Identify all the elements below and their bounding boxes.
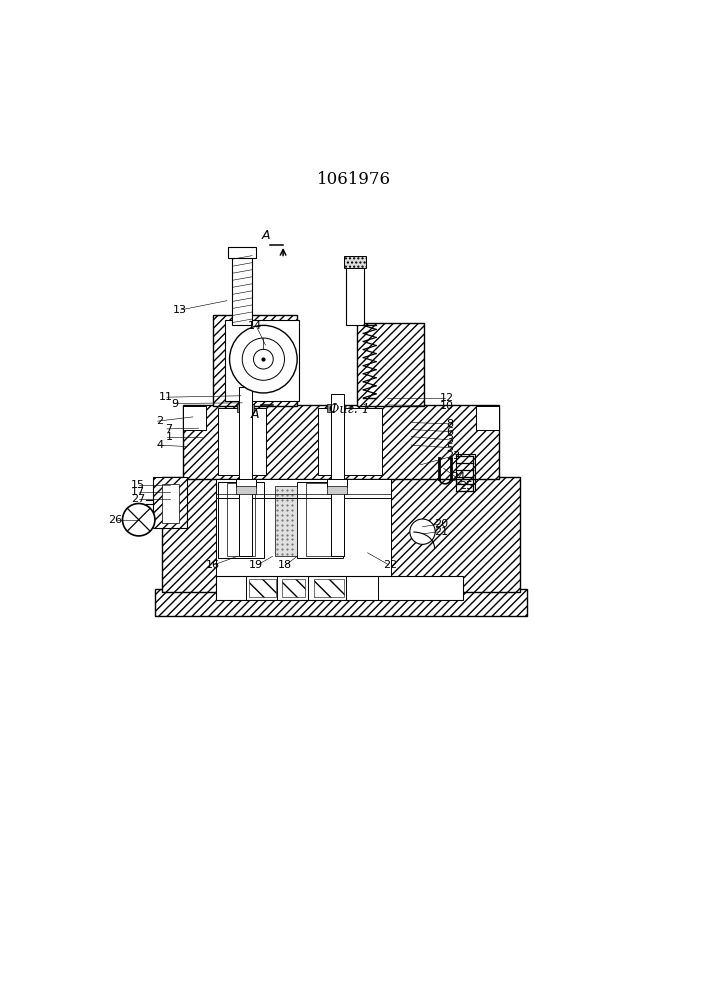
Circle shape	[230, 325, 297, 393]
Bar	[153, 477, 187, 528]
Text: 12: 12	[440, 393, 453, 403]
Text: 24: 24	[450, 472, 465, 482]
Text: 10: 10	[440, 401, 453, 411]
Bar	[297, 482, 343, 558]
Text: 3: 3	[446, 435, 453, 445]
Bar	[318, 408, 382, 475]
Bar	[327, 479, 347, 487]
Bar	[238, 404, 255, 412]
Text: 7: 7	[165, 424, 173, 434]
Text: 8: 8	[446, 419, 454, 429]
Bar	[455, 454, 474, 491]
Bar	[216, 576, 462, 600]
Circle shape	[243, 338, 284, 380]
Bar	[476, 406, 498, 430]
Bar	[240, 387, 252, 556]
Bar	[281, 579, 305, 597]
Text: 14: 14	[248, 321, 262, 331]
Text: 9: 9	[172, 399, 179, 409]
Bar	[227, 483, 255, 556]
Text: 1061976: 1061976	[317, 171, 390, 188]
Bar	[327, 486, 347, 494]
Text: 6: 6	[446, 427, 453, 437]
Bar	[346, 265, 364, 325]
Circle shape	[254, 349, 273, 369]
Bar	[218, 482, 264, 558]
Bar	[162, 477, 520, 592]
Text: A: A	[251, 408, 259, 421]
Bar	[162, 484, 179, 523]
Text: 23: 23	[446, 451, 460, 461]
Bar	[274, 486, 297, 556]
Bar	[236, 479, 256, 487]
Text: 25: 25	[459, 481, 473, 491]
Bar	[357, 323, 424, 406]
Text: 4: 4	[156, 440, 163, 450]
Text: 16: 16	[206, 560, 220, 570]
Text: 27: 27	[131, 494, 145, 504]
Text: 20: 20	[435, 519, 449, 529]
Text: 1: 1	[165, 432, 173, 442]
Circle shape	[410, 519, 436, 544]
Text: 5: 5	[446, 443, 453, 453]
Bar	[226, 320, 299, 401]
Bar	[216, 479, 391, 577]
Bar	[327, 404, 344, 412]
Text: 26: 26	[108, 515, 122, 525]
Text: 17: 17	[131, 487, 145, 497]
Text: 19: 19	[250, 560, 264, 570]
Text: 2: 2	[156, 416, 163, 426]
Bar	[344, 256, 366, 268]
Bar	[218, 408, 266, 475]
Bar	[155, 589, 527, 616]
Text: Фиг. 1: Фиг. 1	[329, 403, 370, 416]
Bar	[331, 394, 344, 556]
Text: 21: 21	[435, 527, 449, 537]
Text: 22: 22	[383, 560, 397, 570]
Bar	[236, 486, 256, 494]
Bar	[213, 315, 297, 406]
Bar	[305, 483, 334, 556]
Bar	[183, 406, 206, 430]
Text: 11: 11	[158, 392, 173, 402]
Bar	[250, 579, 276, 597]
Text: 15: 15	[131, 480, 145, 490]
Circle shape	[122, 504, 155, 536]
Bar	[228, 247, 257, 258]
Bar	[314, 579, 344, 597]
Bar	[183, 405, 498, 479]
Text: 18: 18	[277, 560, 291, 570]
Text: A: A	[261, 229, 270, 242]
Text: 13: 13	[173, 305, 187, 315]
Bar	[233, 256, 252, 325]
